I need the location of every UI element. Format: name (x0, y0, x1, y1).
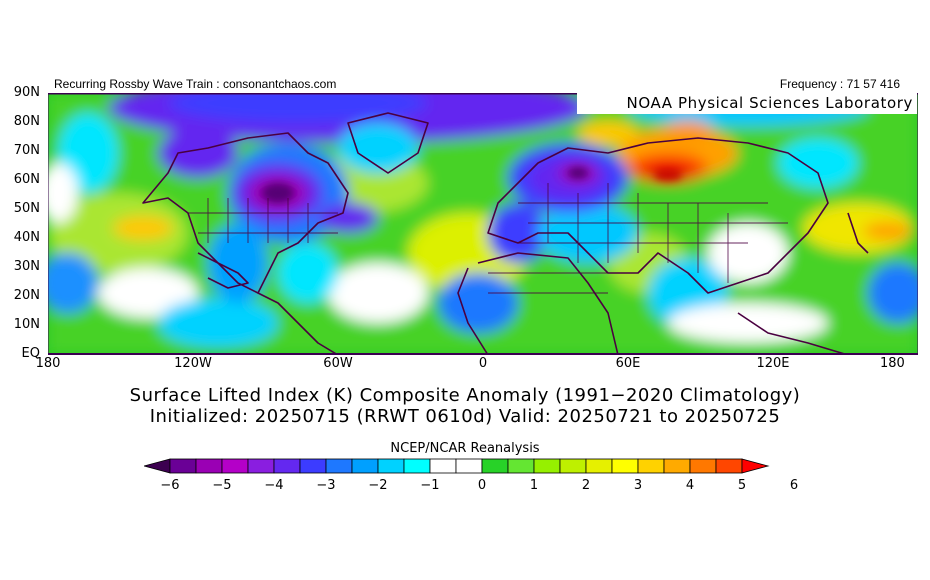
colorbar-swatch (351, 458, 379, 474)
coastlines (142, 112, 869, 355)
colorbar-swatch (585, 458, 613, 474)
colorbar-swatch (299, 458, 327, 474)
frequency-label: Frequency : 71 57 416 (779, 77, 900, 91)
colorbar-swatch (559, 458, 587, 474)
colorbar-swatch (481, 458, 509, 474)
colorbar-tick-label: −6 (160, 478, 180, 493)
lon-label-60e: 60E (615, 356, 641, 371)
anomaly-field (48, 93, 918, 355)
colorbar-tick-label: 0 (477, 478, 487, 493)
lon-label-60w: 60W (323, 356, 353, 371)
lon-label-180e: 180 (880, 356, 905, 371)
lat-label-20n: 20N (13, 288, 40, 303)
lat-label-30n: 30N (13, 259, 40, 274)
colorbar-swatch (221, 458, 249, 474)
colorbar-swatch (247, 458, 275, 474)
colorbar-swatch (195, 458, 223, 474)
lon-label-180w: 180 (35, 356, 61, 371)
lat-label-eq: EQ (21, 346, 40, 361)
lat-label-40n: 40N (13, 230, 40, 245)
colorbar-tick-label: −2 (368, 478, 388, 493)
lat-label-10n: 10N (13, 317, 40, 332)
lat-label-70n: 70N (13, 143, 40, 158)
colorbar-tick-label: −1 (420, 478, 440, 493)
chart-subtitle: Initialized: 20250715 (RRWT 0610d) Valid… (149, 406, 781, 427)
colorbar-swatch (273, 458, 301, 474)
colorbar-swatch (455, 458, 483, 474)
colorbar-tick-label: 3 (633, 478, 643, 493)
colorbar-swatch (325, 458, 353, 474)
colorbar-tick-label: 5 (737, 478, 747, 493)
colorbar-min-arrow (144, 458, 171, 474)
source-label: NCEP/NCAR Reanalysis (390, 441, 540, 456)
source-credit: Recurring Rossby Wave Train : consonantc… (54, 77, 337, 91)
colorbar-swatch (429, 458, 457, 474)
colorbar-tick-label: 6 (789, 478, 799, 493)
colorbar-swatch (403, 458, 431, 474)
colorbar-swatch (715, 458, 743, 474)
colorbar-swatch (663, 458, 691, 474)
colorbar-swatch (533, 458, 561, 474)
colorbar-max-arrow (741, 458, 770, 474)
colorbar-tick-label: −5 (212, 478, 232, 493)
colorbar-swatch (611, 458, 639, 474)
anomaly-map (48, 93, 918, 355)
lon-label-120w: 120W (174, 356, 212, 371)
colorbar-tick-label: 2 (581, 478, 591, 493)
lab-label: NOAA Physical Sciences Laboratory (577, 93, 917, 114)
lat-label-50n: 50N (13, 201, 40, 216)
colorbar-tick-label: −4 (264, 478, 284, 493)
lat-label-80n: 80N (13, 114, 40, 129)
colorbar-swatch (377, 458, 405, 474)
colorbar-swatch (637, 458, 665, 474)
colorbar-tick-label: −3 (316, 478, 336, 493)
colorbar (144, 458, 770, 474)
political-borders (188, 183, 788, 294)
colorbar-tick-label: 1 (529, 478, 539, 493)
lat-label-90n: 90N (13, 85, 40, 100)
lon-label-0: 0 (478, 356, 488, 371)
lat-label-60n: 60N (13, 172, 40, 187)
lon-label-120e: 120E (756, 356, 790, 371)
colorbar-swatch (689, 458, 717, 474)
chart-title: Surface Lifted Index (K) Composite Anoma… (129, 385, 801, 406)
colorbar-swatch (507, 458, 535, 474)
colorbar-tick-label: 4 (685, 478, 695, 493)
colorbar-swatch (169, 458, 197, 474)
